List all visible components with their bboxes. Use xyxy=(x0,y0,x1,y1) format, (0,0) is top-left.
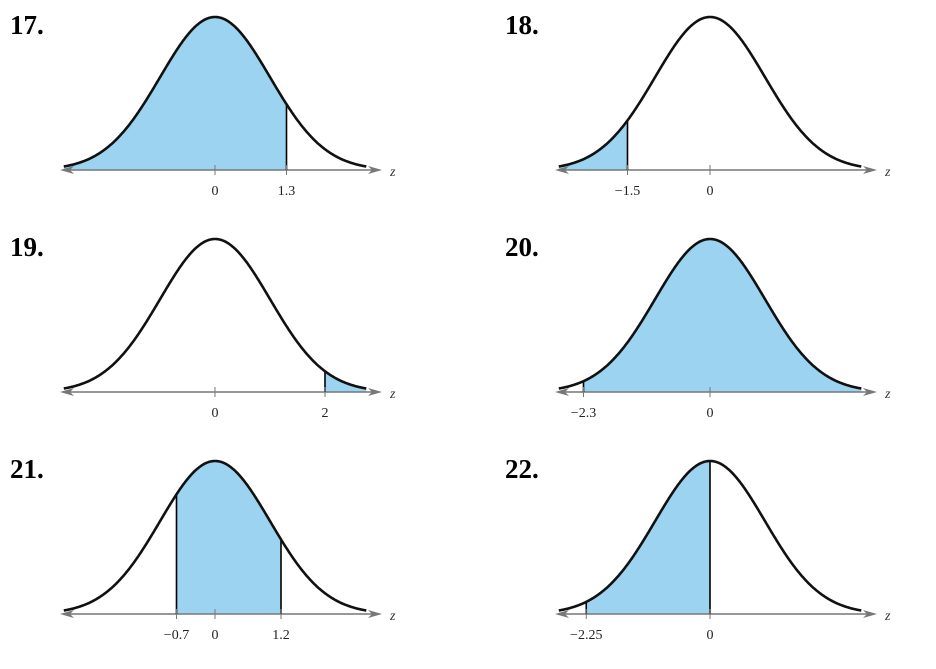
panel-19: 19. 0 2 z xyxy=(10,232,450,447)
exercise-number: 22. xyxy=(505,454,539,484)
panel-22: 22. −2.25 0 z xyxy=(505,454,936,669)
normal-curve-plot: −2.3 0 z xyxy=(555,237,891,421)
tick-label: 0 xyxy=(707,406,714,421)
tick-label: −2.3 xyxy=(571,406,596,421)
normal-curve-plot: −2.25 0 z xyxy=(555,459,891,643)
panel-20: 20. −2.3 0 z xyxy=(505,232,936,447)
tick-label: 0 xyxy=(212,628,219,643)
bell-curve xyxy=(63,237,367,390)
axis-left-arrow xyxy=(555,166,569,174)
z-axis-label: z xyxy=(389,165,396,180)
z-axis-label: z xyxy=(389,387,396,402)
axis-left-arrow xyxy=(555,388,569,396)
shaded-region xyxy=(586,461,710,614)
panel-17: 17. 0 1.3 z xyxy=(10,10,450,225)
normal-curve-plot: −0.7 0 1.2 z xyxy=(60,459,396,643)
shaded-region xyxy=(176,461,281,614)
z-axis-label: z xyxy=(389,609,396,624)
bell-curve xyxy=(558,15,862,168)
panel-18: 18. −1.5 0 z xyxy=(505,10,936,225)
tick-label: 0 xyxy=(707,184,714,199)
axis-right-arrow xyxy=(863,388,877,396)
exercise-number: 17. xyxy=(10,10,44,40)
z-axis-label: z xyxy=(884,165,891,180)
axis-right-arrow xyxy=(863,610,877,618)
tick-label: −0.7 xyxy=(164,628,189,643)
axis-right-arrow xyxy=(368,166,382,174)
tick-label: 0 xyxy=(707,628,714,643)
exercise-number: 21. xyxy=(10,454,44,484)
tick-label: −2.25 xyxy=(570,628,602,643)
bell-curve xyxy=(63,15,367,168)
tick-label: 1.2 xyxy=(272,628,290,643)
shaded-region xyxy=(558,120,628,170)
tick-label: 0 xyxy=(212,184,219,199)
axis-left-arrow xyxy=(60,610,74,618)
normal-curve-plot: −1.5 0 z xyxy=(555,15,891,199)
exercise-number: 19. xyxy=(10,232,44,262)
shaded-region xyxy=(63,17,287,170)
bell-curve xyxy=(63,459,367,612)
axis-left-arrow xyxy=(60,388,74,396)
normal-curve-plot: 0 1.3 z xyxy=(60,15,396,199)
z-axis-label: z xyxy=(884,387,891,402)
bell-curve xyxy=(558,237,862,390)
z-axis-label: z xyxy=(884,609,891,624)
axis-left-arrow xyxy=(555,610,569,618)
axis-right-arrow xyxy=(368,610,382,618)
axis-right-arrow xyxy=(368,388,382,396)
tick-label: 0 xyxy=(212,406,219,421)
exercise-number: 20. xyxy=(505,232,539,262)
tick-label: 1.3 xyxy=(278,184,296,199)
axis-right-arrow xyxy=(863,166,877,174)
exercise-number: 18. xyxy=(505,10,539,40)
axis-left-arrow xyxy=(60,166,74,174)
tick-label: 2 xyxy=(322,406,329,421)
normal-curve-plot: 0 2 z xyxy=(60,237,396,421)
shaded-region xyxy=(583,239,862,392)
tick-label: −1.5 xyxy=(615,184,640,199)
panel-21: 21. −0.7 0 1.2 z xyxy=(10,454,450,669)
bell-curve xyxy=(558,459,862,612)
